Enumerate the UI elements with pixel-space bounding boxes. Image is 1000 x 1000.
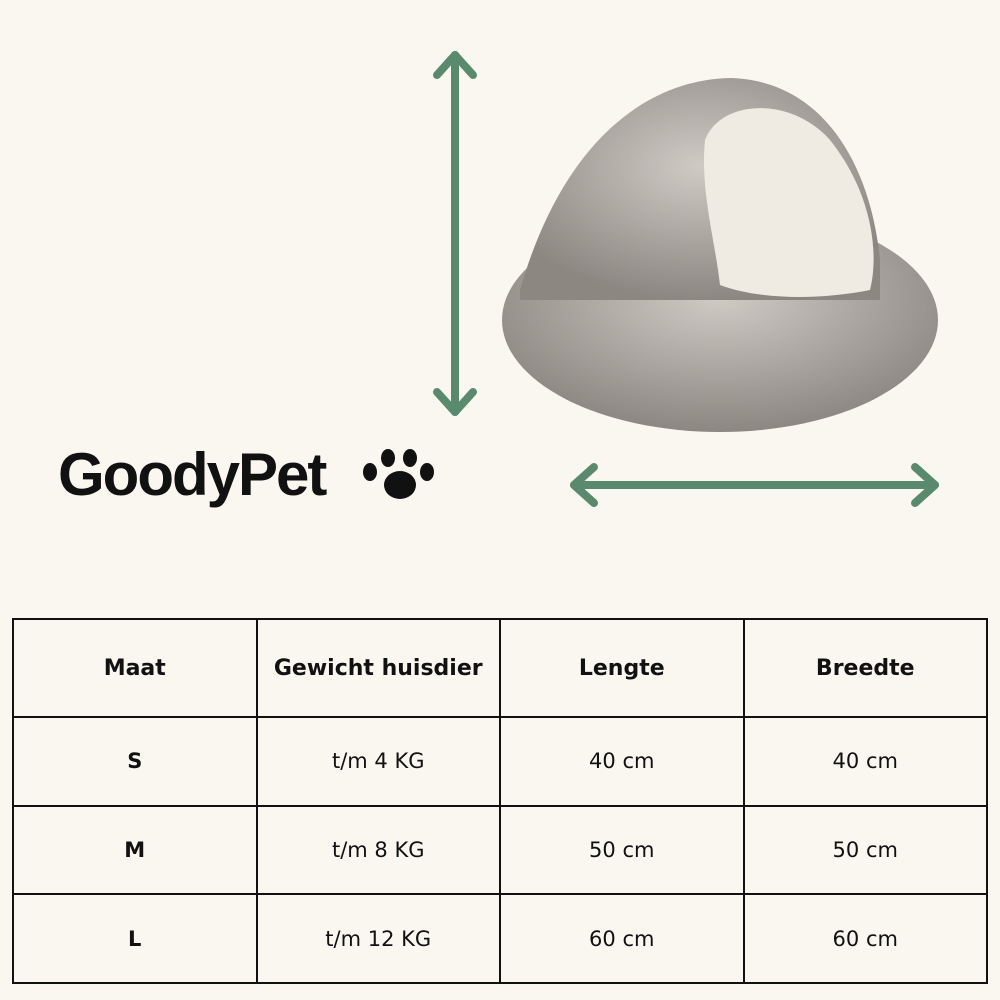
header-cell: Lengte bbox=[499, 618, 745, 718]
table-cell: 50 cm bbox=[499, 804, 745, 896]
table-cell: L bbox=[12, 893, 258, 984]
table-cell: S bbox=[12, 716, 258, 807]
table-cell: 40 cm bbox=[499, 716, 745, 807]
illustration bbox=[363, 51, 939, 507]
brand-logo: GoodyPet bbox=[58, 441, 327, 508]
table-cell: 40 cm bbox=[742, 716, 988, 807]
dimension-arrows bbox=[433, 51, 939, 507]
table-cell: t/m 12 KG bbox=[255, 893, 501, 984]
table-cell: t/m 4 KG bbox=[255, 716, 501, 807]
table-cell: 60 cm bbox=[499, 893, 745, 984]
table-cell: M bbox=[12, 804, 258, 896]
header-cell: Breedte bbox=[742, 618, 988, 718]
paw-icon bbox=[363, 449, 434, 499]
header-row: Maat Gewicht huisdier Lengte Breedte bbox=[12, 618, 988, 718]
header-cell: Maat bbox=[12, 618, 258, 718]
table-cell: t/m 8 KG bbox=[255, 804, 501, 896]
table-cell: 60 cm bbox=[742, 893, 988, 984]
table-cell: 50 cm bbox=[742, 804, 988, 896]
header-cell: Gewicht huisdier bbox=[255, 618, 501, 718]
pet-bed-image bbox=[502, 78, 938, 432]
